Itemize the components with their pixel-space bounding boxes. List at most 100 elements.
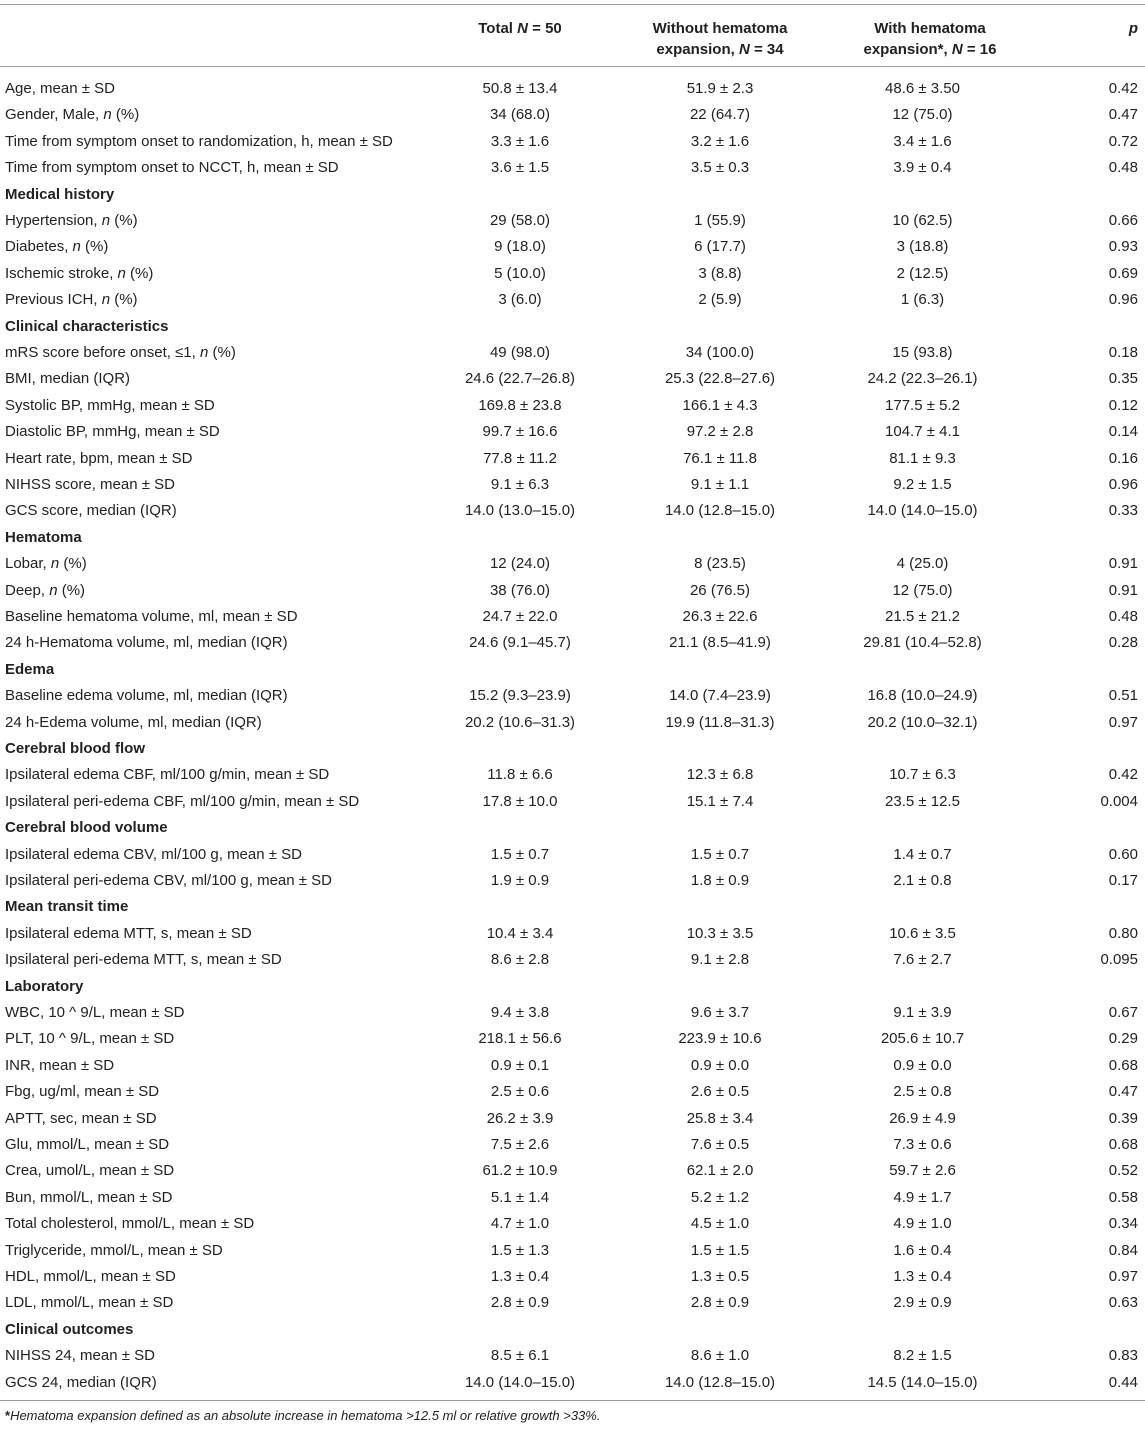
row-label: Deep, n (%) <box>5 581 86 599</box>
without-expansion-cell: 1.8 ± 0.9 <box>690 872 750 889</box>
row-label: Age, mean ± SD <box>5 80 115 97</box>
with-expansion-cell: 0.9 ± 0.0 <box>893 1056 952 1074</box>
row-label: GCS score, median (IQR) <box>5 502 177 520</box>
table-row: Ipsilateral edema MTT, s, mean ± SD 10.4 … <box>0 921 1145 947</box>
without-expansion-cell: 8 (23.5) <box>694 555 746 573</box>
table-row: Ischemic stroke, n (%) 5 (10.0) 3 (8.8) 2 (… <box>0 261 1145 287</box>
table-row: Diabetes, n (%) 9 (18.0) 6 (17.7) 3 (18.8) 0… <box>0 234 1145 260</box>
total-cell: 7.5 ± 2.6 <box>490 1136 550 1153</box>
total-cell: 9.1 ± 6.3 <box>490 476 550 493</box>
without-expansion-cell: 26.3 ± 22.6 <box>682 608 758 625</box>
row-label: Bun, mmol/L, mean ± SD <box>5 1188 173 1206</box>
with-expansion-cell: 81.1 ± 9.3 <box>889 449 956 467</box>
p-value-cell: 0.47 <box>1108 106 1138 124</box>
row-label: 24 h-Edema volume, ml, median (IQR) <box>5 713 262 731</box>
total-cell: 49 (98.0) <box>489 344 551 361</box>
p-value-cell: 0.39 <box>1108 1109 1138 1127</box>
row-label: Previous ICH, n (%) <box>5 291 138 309</box>
without-expansion-cell: 3.5 ± 0.3 <box>690 159 750 177</box>
top-rule <box>0 4 1145 5</box>
p-value-cell: 0.84 <box>1108 1241 1138 1259</box>
row-label: Time from symptom onset to NCCT, h, mean… <box>5 159 339 177</box>
without-expansion-cell: 25.8 ± 3.4 <box>686 1109 754 1127</box>
without-expansion-cell: 8.6 ± 1.0 <box>690 1347 750 1365</box>
section-header-row: Edema <box>0 657 1145 683</box>
table-row: Baseline edema volume, ml, median (IQR) 1… <box>0 683 1145 709</box>
with-expansion-cell: 8.2 ± 1.5 <box>893 1347 952 1365</box>
with-expansion-cell: 16.8 (10.0–24.9) <box>867 687 978 705</box>
row-label: Gender, Male, n (%) <box>5 106 140 124</box>
row-label: Ipsilateral edema MTT, s, mean ± SD <box>5 924 252 942</box>
section-header-row: Cerebral blood volume <box>0 815 1145 841</box>
p-value-cell: 0.68 <box>1108 1136 1138 1153</box>
table-row: Diastolic BP, mmHg, mean ± SD 99.7 ± 16.6… <box>0 419 1145 445</box>
row-label: Total cholesterol, mmol/L, mean ± SD <box>5 1215 255 1233</box>
total-cell: 9.4 ± 3.8 <box>490 1004 550 1021</box>
total-cell: 99.7 ± 16.6 <box>482 423 558 441</box>
table-row: Hypertension, n (%) 29 (58.0) 1 (55.9) 10 (… <box>0 208 1145 234</box>
section-header-row: Hematoma <box>0 525 1145 551</box>
p-value-cell: 0.58 <box>1108 1188 1138 1206</box>
column-header-without-expansion: Without hematoma expansion, N = 34 <box>620 18 820 60</box>
p-value-cell: 0.48 <box>1108 159 1138 177</box>
section-label: Cerebral blood flow <box>5 740 146 757</box>
without-expansion-cell: 6 (17.7) <box>694 238 746 256</box>
table-row: Age, mean ± SD 50.8 ± 13.4 51.9 ± 2.3 48.6 … <box>0 76 1145 102</box>
total-cell: 38 (76.0) <box>489 581 551 599</box>
p-value-cell: 0.28 <box>1108 634 1138 652</box>
row-label: Baseline edema volume, ml, median (IQR) <box>5 687 288 705</box>
total-cell: 5.1 ± 1.4 <box>490 1188 550 1206</box>
header-without-line2: expansion, N = 34 <box>620 39 820 60</box>
total-cell: 20.2 (10.6–31.3) <box>464 713 576 731</box>
section-label: Edema <box>5 660 55 678</box>
header-rule <box>0 66 1145 67</box>
p-value-cell: 0.72 <box>1108 132 1138 150</box>
table-row: Time from symptom onset to randomization… <box>0 129 1145 155</box>
p-value-cell: 0.60 <box>1108 845 1138 863</box>
without-expansion-cell: 26 (76.5) <box>689 581 751 599</box>
with-expansion-cell: 2.9 ± 0.9 <box>893 1294 952 1312</box>
p-value-cell: 0.68 <box>1108 1056 1138 1074</box>
table-row: NIHSS 24, mean ± SD 8.5 ± 6.1 8.6 ± 1.0 8.2… <box>0 1343 1145 1369</box>
row-label: Ipsilateral edema CBV, ml/100 g, mean ± … <box>5 845 302 863</box>
table-row: Systolic BP, mmHg, mean ± SD 169.8 ± 23.8… <box>0 393 1145 419</box>
with-expansion-cell: 14.5 (14.0–15.0) <box>867 1373 978 1391</box>
p-value-cell: 0.93 <box>1108 238 1138 256</box>
table-row: INR, mean ± SD 0.9 ± 0.1 0.9 ± 0.0 0.9 ± 0.… <box>0 1053 1145 1079</box>
row-label: PLT, 10 ^ 9/L, mean ± SD <box>5 1030 175 1048</box>
p-value-cell: 0.095 <box>1100 951 1138 969</box>
with-expansion-cell: 59.7 ± 2.6 <box>889 1162 956 1180</box>
with-expansion-cell: 3.4 ± 1.6 <box>893 132 952 150</box>
p-value-cell: 0.80 <box>1108 924 1138 942</box>
total-cell: 11.8 ± 6.6 <box>487 766 553 784</box>
without-expansion-cell: 9.6 ± 3.7 <box>690 1004 750 1021</box>
row-label: Lobar, n (%) <box>5 555 87 573</box>
section-header-row: Clinical characteristics <box>0 314 1145 340</box>
p-value-cell: 0.83 <box>1108 1347 1138 1365</box>
total-cell: 1.3 ± 0.4 <box>490 1268 550 1285</box>
with-expansion-cell: 3 (18.8) <box>896 238 949 256</box>
total-cell: 29 (58.0) <box>489 212 551 229</box>
row-label: 24 h-Hematoma volume, ml, median (IQR) <box>5 634 288 652</box>
without-expansion-cell: 9.1 ± 1.1 <box>690 476 750 493</box>
without-expansion-cell: 3 (8.8) <box>698 264 742 282</box>
p-value-cell: 0.51 <box>1108 687 1138 705</box>
table-row: Deep, n (%) 38 (76.0) 26 (76.5) 12 (75.0) 0.… <box>0 578 1145 604</box>
p-value-cell: 0.44 <box>1108 1373 1138 1391</box>
section-label: Mean transit time <box>5 898 129 916</box>
row-label: WBC, 10 ^ 9/L, mean ± SD <box>5 1004 185 1021</box>
p-value-cell: 0.67 <box>1108 1004 1138 1021</box>
row-label: Systolic BP, mmHg, mean ± SD <box>5 396 215 414</box>
table-row: NIHSS score, mean ± SD 9.1 ± 6.3 9.1 ± 1.1… <box>0 472 1145 498</box>
table-row: Previous ICH, n (%) 3 (6.0) 2 (5.9) 1 (6.3)… <box>0 287 1145 313</box>
header-with-n: N <box>951 41 963 58</box>
without-expansion-cell: 10.3 ± 3.5 <box>686 924 754 942</box>
table-row: HDL, mmol/L, mean ± SD 1.3 ± 0.4 1.3 ± 0.5… <box>0 1264 1145 1290</box>
p-value-cell: 0.52 <box>1108 1162 1138 1180</box>
with-expansion-cell: 7.3 ± 0.6 <box>893 1136 952 1153</box>
section-label: Clinical outcomes <box>5 1320 134 1338</box>
without-expansion-cell: 97.2 ± 2.8 <box>686 423 754 441</box>
p-value-cell: 0.48 <box>1108 608 1138 625</box>
without-expansion-cell: 3.2 ± 1.6 <box>690 132 750 150</box>
with-expansion-cell: 48.6 ± 3.50 <box>885 80 960 97</box>
